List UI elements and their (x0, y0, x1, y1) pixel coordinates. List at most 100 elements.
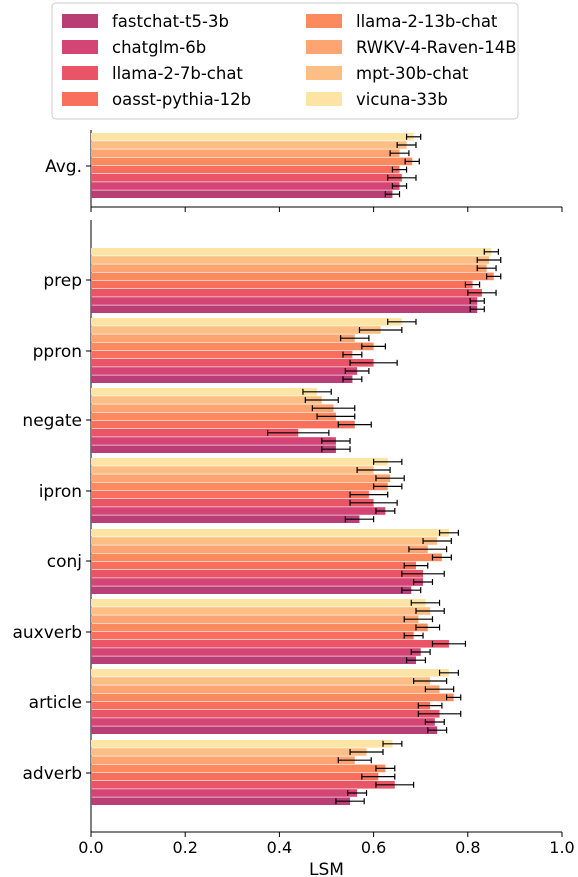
x-tick-label: 0.4 (267, 838, 292, 857)
bar-auxverb-fastchat-t5-3b (91, 656, 416, 664)
bar-conj-fastchat-t5-3b (91, 586, 412, 594)
bar-prep-mpt-30b-chat (91, 256, 489, 264)
x-tick-label: 0.2 (172, 838, 197, 857)
bar-article-fastchat-t5-3b (91, 726, 438, 734)
bar-avg-mpt-30b-chat (91, 141, 407, 149)
bar-avg-llama-2-13b-chat (91, 157, 413, 166)
bar-ppron-fastchat-t5-3b (91, 375, 353, 383)
legend-label-vicuna-33b: vicuna-33b (356, 90, 448, 109)
x-tick-label: 1.0 (549, 838, 574, 857)
bar-auxverb-mpt-30b-chat (91, 607, 431, 615)
bar-ppron-mpt-30b-chat (91, 326, 381, 334)
bar-ppron-rwkv-4-raven-14b (91, 334, 355, 342)
bar-negate-rwkv-4-raven-14b (91, 404, 334, 412)
bar-ipron-fastchat-t5-3b (91, 515, 360, 523)
bar-conj-llama-2-13b-chat (91, 553, 442, 562)
bar-prep-chatglm-6b (91, 297, 478, 305)
bar-adverb-oasst-pythia-12b (91, 772, 379, 781)
bar-avg-oasst-pythia-12b (91, 165, 400, 174)
bar-conj-llama-2-7b-chat (91, 570, 424, 578)
bar-conj-vicuna-33b (91, 529, 449, 537)
bar-conj-chatglm-6b (91, 578, 424, 586)
bar-adverb-rwkv-4-raven-14b (91, 756, 355, 764)
bar-article-chatglm-6b (91, 718, 435, 726)
bar-negate-llama-2-7b-chat (91, 429, 299, 437)
bar-prep-oasst-pythia-12b (91, 280, 473, 289)
bar-avg-vicuna-33b (91, 133, 414, 141)
bar-negate-llama-2-13b-chat (91, 412, 336, 421)
bar-negate-mpt-30b-chat (91, 396, 322, 404)
legend-swatch-vicuna-33b (306, 92, 342, 106)
bar-ipron-chatglm-6b (91, 507, 386, 515)
bar-negate-chatglm-6b (91, 437, 336, 445)
legend-swatch-rwkv-4-raven-14b (306, 40, 342, 54)
bar-article-rwkv-4-raven-14b (91, 685, 440, 693)
bar-avg-llama-2-7b-chat (91, 174, 402, 182)
legend-label-fastchat-t5-3b: fastchat-t5-3b (112, 12, 229, 31)
category-label-negate: negate (22, 411, 82, 431)
bar-negate-oasst-pythia-12b (91, 420, 355, 429)
bar-auxverb-chatglm-6b (91, 648, 421, 656)
legend-swatch-llama-2-7b-chat (62, 66, 98, 80)
legend-frame (51, 2, 519, 120)
category-label-adverb: adverb (22, 764, 82, 784)
bar-prep-fastchat-t5-3b (91, 305, 478, 313)
bar-negate-vicuna-33b (91, 388, 318, 396)
bar-auxverb-llama-2-7b-chat (91, 640, 449, 648)
legend-swatch-mpt-30b-chat (306, 66, 342, 80)
x-tick-label: 0.0 (78, 838, 103, 857)
category-label-ipron: ipron (39, 482, 82, 502)
legend-label-oasst-pythia-12b: oasst-pythia-12b (112, 90, 251, 109)
bar-ipron-vicuna-33b (91, 458, 388, 466)
bar-article-oasst-pythia-12b (91, 701, 431, 710)
bar-ipron-llama-2-13b-chat (91, 482, 388, 491)
bar-ppron-llama-2-7b-chat (91, 359, 374, 367)
category-label-auxverb: auxverb (12, 623, 82, 643)
category-label-prep: prep (43, 271, 82, 291)
bar-ipron-oasst-pythia-12b (91, 490, 369, 499)
category-label-avg: Avg. (45, 157, 82, 177)
panel-average: Avg. (45, 130, 563, 212)
bar-ipron-llama-2-7b-chat (91, 499, 374, 507)
bar-auxverb-vicuna-33b (91, 599, 426, 607)
bar-adverb-llama-2-13b-chat (91, 764, 386, 773)
bar-prep-llama-2-13b-chat (91, 272, 494, 281)
legend-swatch-llama-2-13b-chat (306, 14, 342, 28)
bar-article-vicuna-33b (91, 669, 449, 677)
category-label-conj: conj (47, 552, 82, 572)
bar-article-mpt-30b-chat (91, 677, 431, 685)
bar-prep-vicuna-33b (91, 248, 492, 256)
bar-ipron-rwkv-4-raven-14b (91, 474, 391, 482)
bar-auxverb-rwkv-4-raven-14b (91, 615, 419, 623)
bar-adverb-llama-2-7b-chat (91, 781, 395, 789)
legend-swatch-oasst-pythia-12b (62, 92, 98, 106)
bar-auxverb-oasst-pythia-12b (91, 631, 414, 640)
category-label-ppron: ppron (33, 342, 82, 362)
bar-adverb-vicuna-33b (91, 740, 393, 748)
x-tick-label: 0.6 (361, 838, 386, 857)
panel-categories: prep ppron negate ipron conj auxverb article ad… (12, 220, 563, 837)
bar-conj-rwkv-4-raven-14b (91, 545, 428, 553)
bar-conj-mpt-30b-chat (91, 537, 438, 545)
bar-conj-oasst-pythia-12b (91, 561, 416, 570)
x-axis: 0.0 0.2 0.4 0.6 0.8 1.0 LSM (78, 838, 574, 877)
legend-swatch-fastchat-t5-3b (62, 14, 98, 28)
bar-ppron-vicuna-33b (91, 318, 402, 326)
legend-swatch-chatglm-6b (62, 40, 98, 54)
legend: fastchat-t5-3b chatglm-6b llama-2-7b-chat o… (51, 2, 519, 120)
bar-adverb-chatglm-6b (91, 789, 358, 797)
x-tick-label: 0.8 (455, 838, 480, 857)
bar-ipron-mpt-30b-chat (91, 466, 374, 474)
legend-label-rwkv-4-raven-14b: RWKV-4-Raven-14B (356, 38, 517, 57)
bar-avg-rwkv-4-raven-14b (91, 149, 400, 157)
category-label-article: article (29, 693, 82, 713)
bar-article-llama-2-7b-chat (91, 710, 440, 718)
legend-label-mpt-30b-chat: mpt-30b-chat (356, 64, 469, 83)
bar-adverb-mpt-30b-chat (91, 748, 367, 756)
bar-prep-llama-2-7b-chat (91, 289, 482, 297)
bar-ppron-chatglm-6b (91, 367, 358, 375)
legend-label-llama-2-13b-chat: llama-2-13b-chat (356, 12, 498, 31)
bar-article-llama-2-13b-chat (91, 693, 454, 702)
bar-auxverb-llama-2-13b-chat (91, 623, 428, 632)
